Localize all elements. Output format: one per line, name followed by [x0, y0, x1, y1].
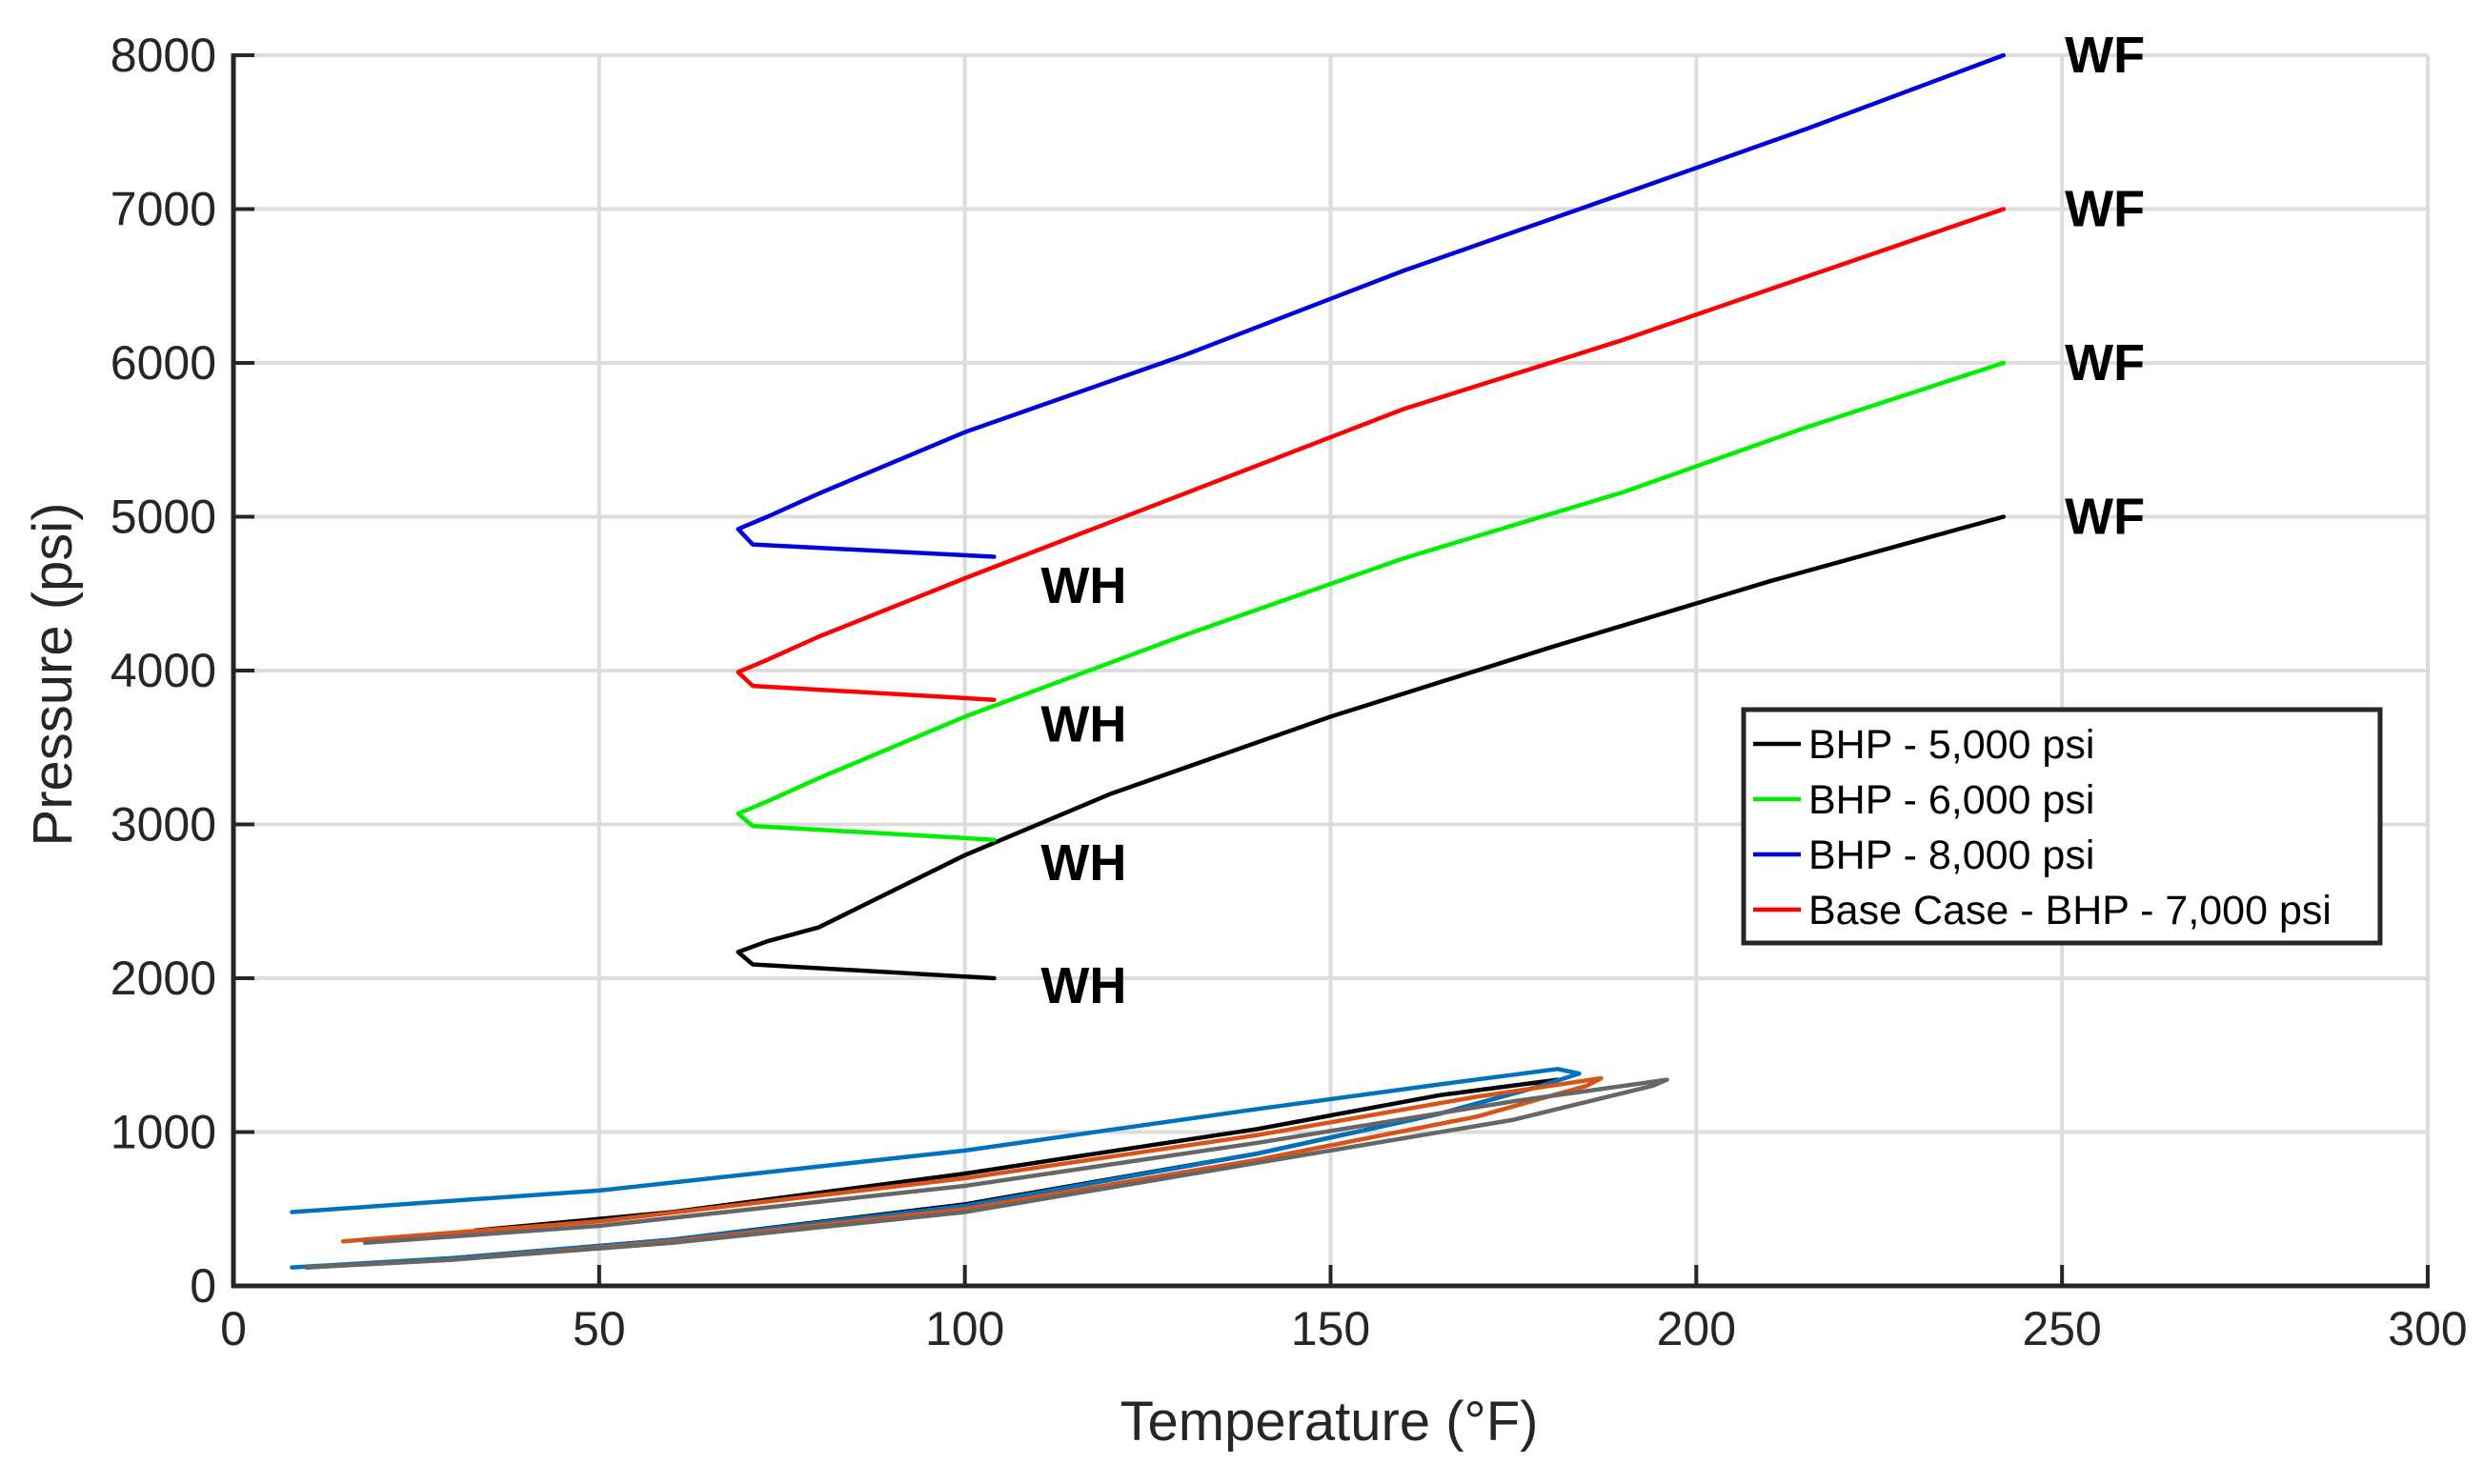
- x-axis-label: Temperature (°F): [1120, 1391, 1539, 1453]
- legend-entry: BHP - 5,000 psi: [1808, 722, 2094, 768]
- tick-labels: 0 50 100 150 200 250 3000100020003000400050006…: [111, 29, 2468, 1355]
- annotation-wf: WF: [2065, 489, 2145, 546]
- legend-entry: Base Case - BHP - 7,000 psi: [1808, 888, 2332, 933]
- annotation-wh: WH: [1040, 834, 1126, 892]
- x-tick-label: 50: [573, 1302, 626, 1355]
- legend-box: [1741, 707, 2383, 946]
- annotation-wh: WH: [1040, 957, 1126, 1014]
- annotation-wf: WF: [2065, 27, 2145, 84]
- annotation-wh: WH: [1040, 696, 1126, 753]
- y-axis-label: Pressure (psi): [22, 503, 84, 847]
- annotation-wh: WH: [1040, 557, 1126, 614]
- legend-entry: BHP - 8,000 psi: [1808, 832, 2094, 878]
- y-tick-label: 8000: [111, 29, 216, 82]
- legend[interactable]: BHP - 5,000 psi BHP - 6,000 psi BHP - 8,00…: [1741, 707, 2383, 946]
- x-tick-label: 250: [2022, 1302, 2101, 1355]
- y-tick-label: 6000: [111, 336, 216, 390]
- annotations: WF WF WF WF WH WH WH WH: [1040, 27, 2145, 1014]
- y-tick-label: 5000: [111, 491, 216, 544]
- series-line-1: [736, 514, 2007, 981]
- x-tick-label: 0: [220, 1302, 247, 1355]
- y-tick-label: 4000: [111, 644, 216, 697]
- series-line-2: [736, 360, 2007, 842]
- x-tick-label: 300: [2388, 1302, 2467, 1355]
- series-line-8: [304, 1077, 1669, 1270]
- series-layer: [290, 52, 2007, 1270]
- y-tick-label: 2000: [111, 952, 216, 1005]
- axes: [231, 53, 2430, 1289]
- y-tick-label: 0: [190, 1259, 216, 1313]
- y-tick-label: 3000: [111, 798, 216, 852]
- annotation-wf: WF: [2065, 181, 2145, 238]
- y-tick-label: 1000: [111, 1106, 216, 1159]
- x-tick-label: 150: [1291, 1302, 1370, 1355]
- legend-entry: BHP - 6,000 psi: [1808, 777, 2094, 823]
- series-line-3: [736, 52, 2007, 559]
- series-line-4: [736, 207, 2007, 702]
- y-tick-label: 7000: [111, 183, 216, 236]
- x-tick-label: 100: [925, 1302, 1004, 1355]
- x-tick-label: 200: [1657, 1302, 1736, 1355]
- annotation-wf: WF: [2065, 334, 2145, 391]
